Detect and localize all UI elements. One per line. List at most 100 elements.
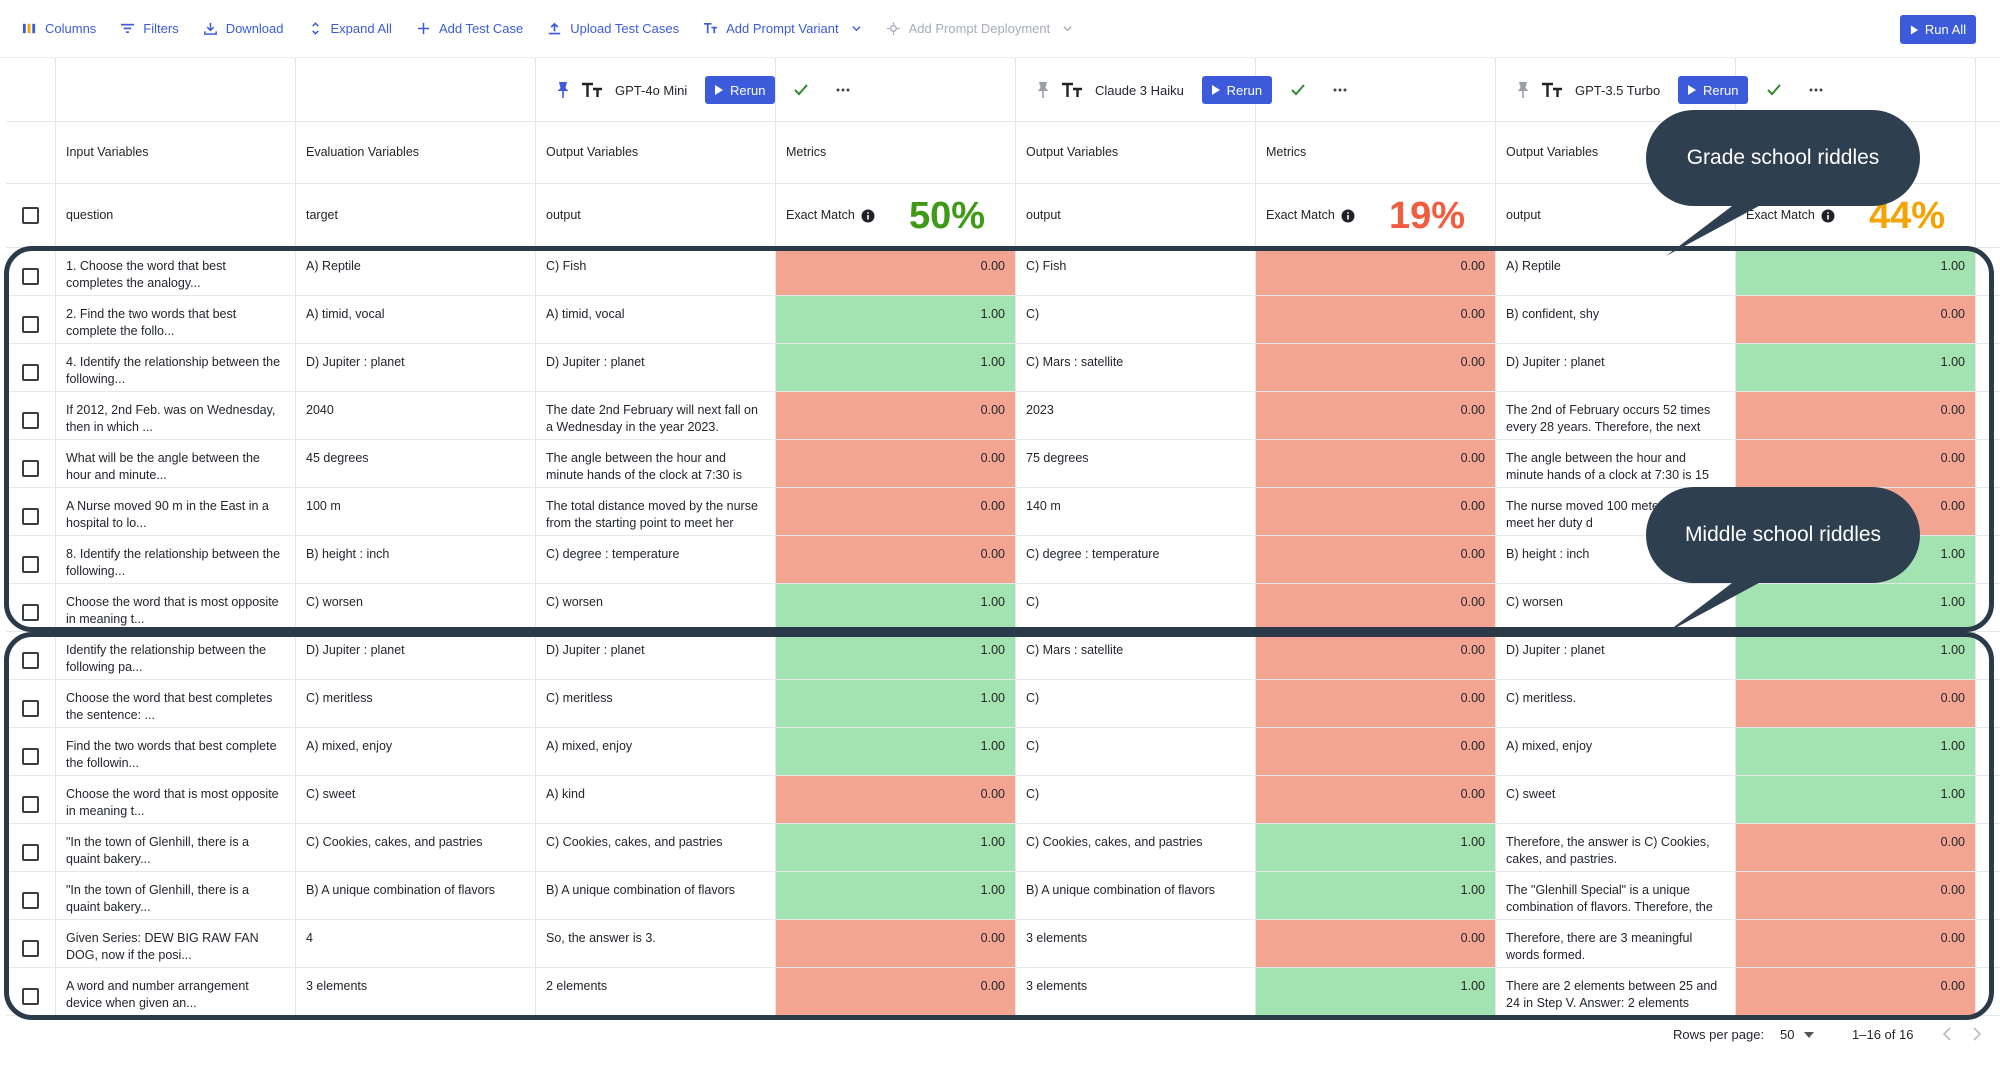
output-cell[interactable]: A) timid, vocal (536, 296, 776, 343)
info-icon[interactable] (1821, 209, 1835, 223)
row-checkbox[interactable] (22, 892, 39, 909)
question-cell[interactable]: Find the two words that best complete th… (56, 728, 296, 775)
row-checkbox[interactable] (22, 988, 39, 1005)
metric-cell[interactable]: 0.00 (1256, 680, 1496, 727)
output-cell[interactable]: The angle between the hour and minute ha… (536, 440, 776, 487)
output-cell[interactable]: A) mixed, enjoy (536, 728, 776, 775)
output-cell[interactable]: C) Fish (1016, 248, 1256, 295)
rerun-button[interactable]: Rerun (705, 76, 776, 104)
metric-cell[interactable]: 0.00 (1736, 680, 1976, 727)
metric-cell[interactable]: 0.00 (1736, 920, 1976, 967)
question-cell[interactable]: 8. Identify the relationship between the… (56, 536, 296, 583)
target-cell[interactable]: 45 degrees (296, 440, 536, 487)
metric-cell[interactable]: 1.00 (776, 296, 1016, 343)
output-cell[interactable]: C) meritless (536, 680, 776, 727)
row-checkbox[interactable] (22, 604, 39, 621)
target-cell[interactable]: A) mixed, enjoy (296, 728, 536, 775)
info-icon[interactable] (1341, 209, 1355, 223)
metric-cell[interactable]: 1.00 (776, 872, 1016, 919)
metric-cell[interactable]: 1.00 (1736, 776, 1976, 823)
metric-cell[interactable]: 0.00 (776, 440, 1016, 487)
table-row[interactable]: Identify the relationship between the fo… (6, 632, 2000, 680)
table-row[interactable]: 2. Find the two words that best complete… (6, 296, 2000, 344)
row-checkbox[interactable] (22, 508, 39, 525)
table-row[interactable]: Choose the word that is most opposite in… (6, 776, 2000, 824)
previous-page-icon[interactable] (1942, 1027, 1952, 1041)
output-cell[interactable]: 140 m (1016, 488, 1256, 535)
output-cell[interactable]: C) (1016, 296, 1256, 343)
target-cell[interactable]: A) Reptile (296, 248, 536, 295)
output-cell[interactable]: There are 2 elements between 25 and 24 i… (1496, 968, 1736, 1015)
output-cell[interactable]: B) A unique combination of flavors (536, 872, 776, 919)
row-checkbox[interactable] (22, 796, 39, 813)
more-options-icon[interactable] (1332, 87, 1348, 93)
target-cell[interactable]: 100 m (296, 488, 536, 535)
metric-cell[interactable]: 0.00 (1256, 488, 1496, 535)
target-cell[interactable]: B) A unique combination of flavors (296, 872, 536, 919)
row-checkbox[interactable] (22, 700, 39, 717)
table-row[interactable]: A word and number arrangement device whe… (6, 968, 2000, 1016)
filters-button[interactable]: Filters (120, 14, 179, 44)
output-cell[interactable]: C) Mars : satellite (1016, 632, 1256, 679)
target-cell[interactable]: C) meritless (296, 680, 536, 727)
output-cell[interactable]: D) Jupiter : planet (536, 632, 776, 679)
row-checkbox[interactable] (22, 556, 39, 573)
output-cell[interactable]: D) Jupiter : planet (536, 344, 776, 391)
output-cell[interactable]: C) Fish (536, 248, 776, 295)
output-cell[interactable]: B) confident, shy (1496, 296, 1736, 343)
question-cell[interactable]: If 2012, 2nd Feb. was on Wednesday, then… (56, 392, 296, 439)
table-row[interactable]: 1. Choose the word that best completes t… (6, 248, 2000, 296)
metric-cell[interactable]: 0.00 (776, 776, 1016, 823)
row-checkbox[interactable] (22, 940, 39, 957)
output-cell[interactable]: C) worsen (1496, 584, 1736, 631)
question-cell[interactable]: Given Series: DEW BIG RAW FAN DOG, now i… (56, 920, 296, 967)
output-cell[interactable]: 75 degrees (1016, 440, 1256, 487)
metric-cell[interactable]: 1.00 (776, 824, 1016, 871)
metric-cell[interactable]: 1.00 (1256, 968, 1496, 1015)
output-cell[interactable]: The 2nd of February occurs 52 times ever… (1496, 392, 1736, 439)
table-row[interactable]: "In the town of Glenhill, there is a qua… (6, 872, 2000, 920)
row-checkbox[interactable] (22, 412, 39, 429)
table-row[interactable]: "In the town of Glenhill, there is a qua… (6, 824, 2000, 872)
output-cell[interactable]: C) (1016, 728, 1256, 775)
output-cell[interactable]: Therefore, the answer is C) Cookies, cak… (1496, 824, 1736, 871)
metric-cell[interactable]: 0.00 (1256, 344, 1496, 391)
row-checkbox[interactable] (22, 316, 39, 333)
question-cell[interactable]: "In the town of Glenhill, there is a qua… (56, 824, 296, 871)
output-cell[interactable]: 3 elements (1016, 920, 1256, 967)
pin-icon[interactable] (1515, 81, 1531, 99)
output-cell[interactable]: C) degree : temperature (536, 536, 776, 583)
rerun-button[interactable]: Rerun (1201, 76, 1272, 104)
target-cell[interactable]: C) Cookies, cakes, and pastries (296, 824, 536, 871)
row-checkbox[interactable] (22, 460, 39, 477)
metric-cell[interactable]: 0.00 (1256, 632, 1496, 679)
output-cell[interactable]: C) Mars : satellite (1016, 344, 1256, 391)
metric-cell[interactable]: 0.00 (776, 968, 1016, 1015)
output-cell[interactable]: A) Reptile (1496, 248, 1736, 295)
metric-cell[interactable]: 0.00 (1256, 728, 1496, 775)
metric-cell[interactable]: 0.00 (1256, 536, 1496, 583)
metric-cell[interactable]: 0.00 (1736, 296, 1976, 343)
row-checkbox[interactable] (22, 748, 39, 765)
target-cell[interactable]: 4 (296, 920, 536, 967)
metric-cell[interactable]: 1.00 (776, 728, 1016, 775)
output-cell[interactable]: C) meritless. (1496, 680, 1736, 727)
expand-all-button[interactable]: Expand All (308, 14, 392, 44)
metric-cell[interactable]: 0.00 (1256, 776, 1496, 823)
output-cell[interactable]: C) (1016, 680, 1256, 727)
select-all-checkbox[interactable] (22, 207, 39, 224)
row-checkbox[interactable] (22, 364, 39, 381)
upload-test-cases-button[interactable]: Upload Test Cases (547, 14, 679, 44)
metric-cell[interactable]: 0.00 (1736, 872, 1976, 919)
output-cell[interactable]: 2023 (1016, 392, 1256, 439)
output-cell[interactable]: The total distance moved by the nurse fr… (536, 488, 776, 535)
table-row[interactable]: Choose the word that best completes the … (6, 680, 2000, 728)
metric-cell[interactable]: 0.00 (776, 920, 1016, 967)
metric-cell[interactable]: 0.00 (1256, 392, 1496, 439)
metric-cell[interactable]: 0.00 (1736, 824, 1976, 871)
target-cell[interactable]: B) height : inch (296, 536, 536, 583)
metric-cell[interactable]: 0.00 (1256, 296, 1496, 343)
output-cell[interactable]: C) Cookies, cakes, and pastries (536, 824, 776, 871)
question-cell[interactable]: A Nurse moved 90 m in the East in a hosp… (56, 488, 296, 535)
more-options-icon[interactable] (835, 87, 851, 93)
